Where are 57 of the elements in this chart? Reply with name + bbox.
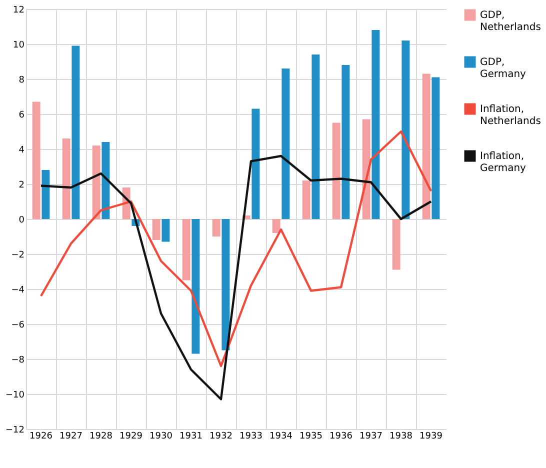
bar — [282, 68, 290, 219]
bar — [192, 219, 200, 354]
legend-label: Inflation, Netherlands — [480, 104, 541, 127]
legend-label: GDP, Netherlands — [480, 10, 541, 33]
x-tick-label: 1937 — [360, 432, 382, 442]
bar — [342, 65, 350, 219]
legend-label: Inflation, Germany — [480, 151, 526, 174]
y-tick-label: 0 — [18, 216, 25, 226]
bar — [252, 108, 260, 219]
bar — [422, 74, 430, 219]
line-series — [40, 130, 432, 368]
bar — [162, 219, 170, 242]
bar — [272, 219, 280, 233]
bar — [222, 219, 230, 350]
bar — [212, 219, 220, 236]
y-tick-label: −12 — [6, 426, 24, 436]
x-tick-label: 1939 — [420, 432, 443, 442]
bar — [302, 180, 310, 219]
y-tick-label: −6 — [11, 320, 25, 330]
y-tick-label: 2 — [18, 180, 24, 190]
y-tick-label: −8 — [11, 356, 25, 366]
bar — [92, 146, 100, 219]
legend-label: GDP, Germany — [480, 57, 526, 80]
bar — [102, 142, 110, 219]
bar — [152, 219, 160, 240]
bar — [402, 40, 410, 219]
bar — [432, 77, 440, 219]
bar — [62, 138, 70, 219]
bar — [42, 170, 50, 219]
x-tick-label: 1929 — [120, 432, 143, 442]
bar — [332, 122, 340, 219]
bar — [72, 46, 80, 219]
y-tick-label: 10 — [13, 40, 25, 50]
bar — [32, 102, 40, 219]
y-tick-label: 8 — [18, 76, 25, 86]
x-tick-label: 1927 — [60, 432, 82, 442]
y-tick-label: −2 — [11, 250, 24, 260]
line-series — [40, 154, 432, 400]
x-tick-label: 1930 — [150, 432, 173, 442]
x-tick-label: 1936 — [330, 432, 353, 442]
y-tick-label: 6 — [18, 110, 25, 120]
bar — [392, 219, 400, 270]
x-tick-label: 1938 — [390, 432, 413, 442]
x-tick-label: 1933 — [240, 432, 262, 442]
x-tick-label: 1934 — [270, 432, 293, 442]
x-tick-label: 1935 — [300, 432, 322, 442]
y-tick-label: 4 — [18, 146, 25, 156]
x-tick-label: 1931 — [180, 432, 202, 442]
bar — [372, 30, 380, 219]
bar — [182, 219, 190, 280]
x-tick-label: 1926 — [30, 432, 53, 442]
y-tick-label: −4 — [11, 286, 25, 296]
x-tick-label: 1928 — [90, 432, 113, 442]
bar — [312, 54, 320, 219]
y-tick-label: −10 — [6, 390, 25, 400]
y-tick-label: 12 — [13, 6, 24, 16]
x-tick-label: 1932 — [210, 432, 232, 442]
